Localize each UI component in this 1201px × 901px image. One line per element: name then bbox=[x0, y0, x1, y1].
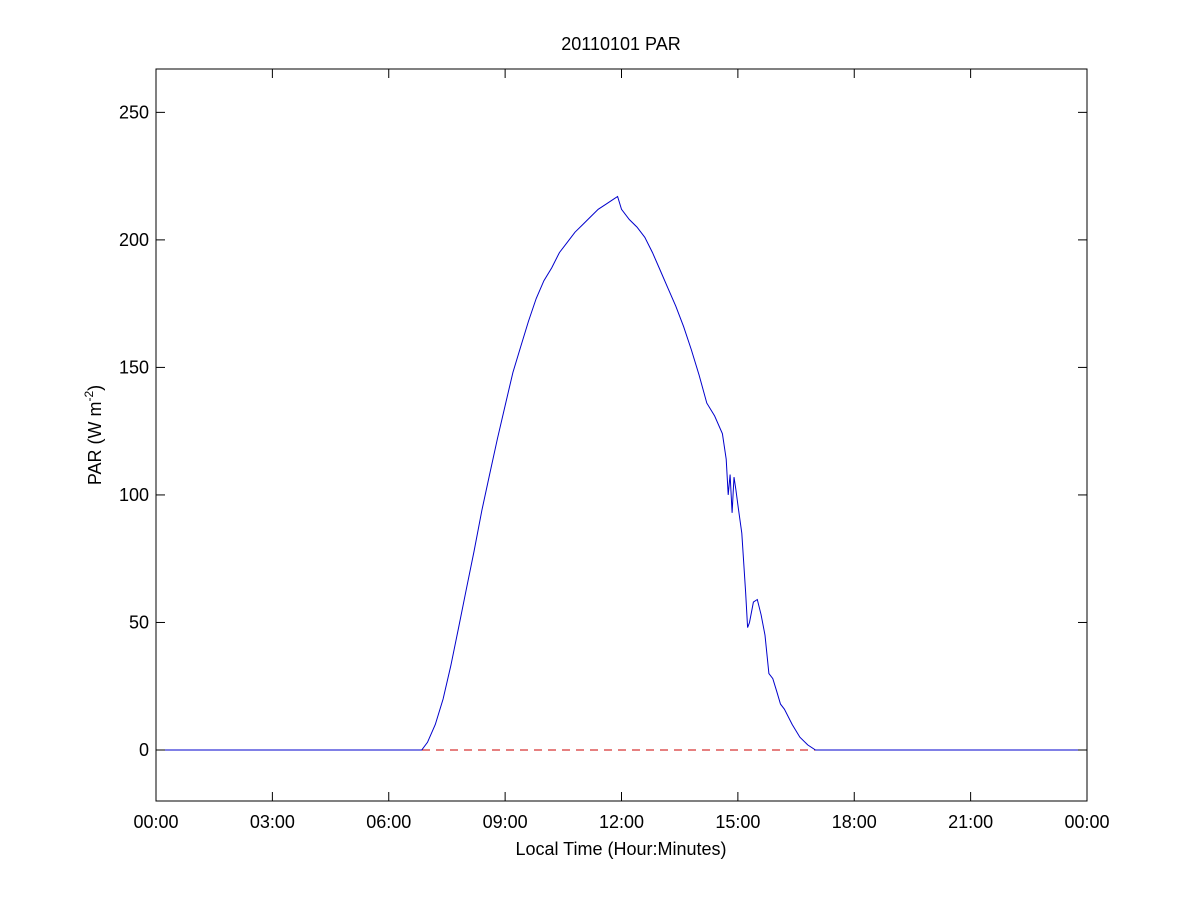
series-line-1 bbox=[156, 195, 1087, 751]
y-axis-label: PAR (W m-2) bbox=[82, 385, 105, 485]
y-tick-label: 250 bbox=[119, 102, 149, 122]
y-axis-label-base: PAR (W m bbox=[85, 402, 105, 486]
x-axis-label: Local Time (Hour:Minutes) bbox=[515, 839, 726, 859]
x-tick-label: 12:00 bbox=[599, 812, 644, 832]
x-tick-label: 00:00 bbox=[133, 812, 178, 832]
y-tick-label: 150 bbox=[119, 357, 149, 377]
y-axis-label-closing: ) bbox=[85, 385, 105, 391]
series-layer bbox=[156, 195, 1087, 751]
x-tick-label: 18:00 bbox=[832, 812, 877, 832]
y-tick-label: 100 bbox=[119, 485, 149, 505]
y-tick-label: 50 bbox=[129, 612, 149, 632]
y-axis-label-superscript: -2 bbox=[82, 391, 96, 402]
x-tick-label: 21:00 bbox=[948, 812, 993, 832]
plot-area bbox=[156, 69, 1087, 801]
x-tick-label: 00:00 bbox=[1064, 812, 1109, 832]
tick-layer: 00:00 03:00 06:00 09:00 12:00 15:00 18:00 21:00… bbox=[119, 69, 1110, 832]
y-tick-label: 0 bbox=[139, 740, 149, 760]
x-tick-label: 06:00 bbox=[366, 812, 411, 832]
x-tick-label: 03:00 bbox=[250, 812, 295, 832]
x-tick-label: 15:00 bbox=[715, 812, 760, 832]
x-tick-label: 09:00 bbox=[483, 812, 528, 832]
chart-title: 20110101 PAR bbox=[561, 34, 680, 54]
y-tick-label: 200 bbox=[119, 230, 149, 250]
